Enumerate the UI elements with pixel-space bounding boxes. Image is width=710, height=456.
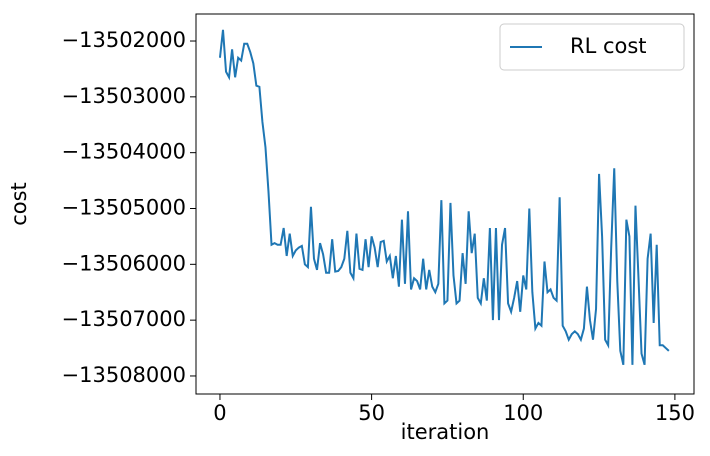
line-series	[218, 29, 670, 366]
x-tick-label: 0	[213, 401, 226, 425]
y-tick-label: −13503000	[62, 84, 186, 108]
y-tick-label: −13506000	[62, 251, 186, 275]
plot-frame	[195, 13, 695, 395]
y-axis-label: cost	[7, 182, 31, 226]
x-tick-label: 150	[655, 401, 695, 425]
legend-box	[499, 23, 685, 71]
y-tick-label: −13505000	[62, 195, 186, 219]
y-tick-label: −13508000	[62, 363, 186, 387]
y-tick-label: −13502000	[62, 28, 186, 52]
y-tick-label: −13504000	[62, 140, 186, 164]
x-tick-label: 50	[358, 401, 385, 425]
x-axis-label: iteration	[401, 420, 490, 444]
x-tick-label: 100	[503, 401, 543, 425]
y-tick-label: −13507000	[62, 307, 186, 331]
legend-label: RL cost	[570, 34, 647, 58]
